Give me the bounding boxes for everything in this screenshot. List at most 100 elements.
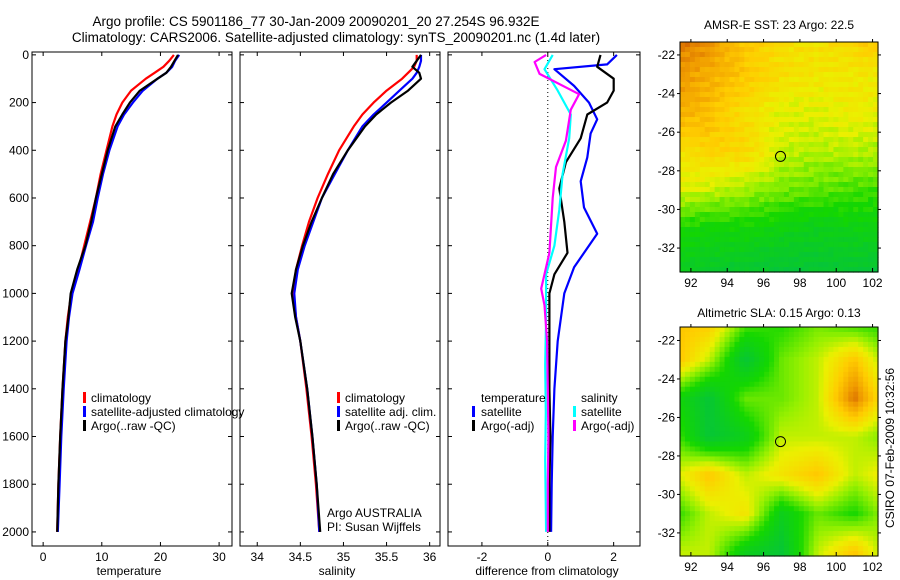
heatmap-cell [744,237,750,243]
heatmap-cell [699,187,706,193]
heatmap-cell [739,127,745,133]
heatmap-cell [848,62,854,68]
heatmap-cell [719,157,726,163]
heatmap-cell [724,486,731,492]
heatmap-cell [818,506,825,512]
heatmap-cell [719,117,726,123]
heatmap-cell [833,481,839,487]
heatmap-cell [719,92,726,98]
heatmap-cell [729,157,736,163]
heatmap-cell [754,531,760,537]
heatmap-cell [684,137,691,143]
heatmap-cell [749,242,755,248]
heatmap-cell [798,476,805,482]
heatmap-cell [704,267,711,273]
heatmap-cell [828,217,835,223]
heatmap-cell [853,391,859,398]
heatmap-cell [798,331,805,338]
heatmap-cell [709,237,716,243]
heatmap-cell [739,456,745,463]
heatmap-cell [719,391,726,398]
heatmap-cell [699,67,706,73]
heatmap-cell [684,42,691,48]
heatmap-cell [754,541,760,547]
heatmap-cell [803,361,810,368]
heatmap-cell [719,187,726,193]
heatmap-cell [714,237,721,243]
heatmap-cell [858,82,864,88]
heatmap-cell [873,52,879,58]
heatmap-cell [769,262,775,268]
heatmap-cell [704,92,711,98]
heatmap-cell [729,142,736,148]
heatmap-cell [873,411,879,418]
heatmap-cell [808,411,815,418]
heatmap-cell [680,157,686,163]
heatmap-cell [788,426,795,433]
heatmap-cell [873,62,879,68]
heatmap-cell [848,147,854,153]
heatmap-cell [858,142,864,148]
heatmap-cell [754,192,760,198]
heatmap-cell [694,217,701,223]
heatmap-cell [719,212,726,218]
heatmap-cell [828,62,835,68]
heatmap-cell [868,242,874,248]
heatmap-cell [868,421,874,428]
heatmap-cell [774,446,780,453]
heatmap-cell [749,481,755,487]
heatmap-cell [823,336,830,343]
heatmap-cell [744,391,750,398]
heatmap-cell [803,441,810,448]
heatmap-cell [823,391,830,398]
heatmap-cell [828,391,835,398]
heatmap-cell [749,336,755,343]
heatmap-cell [694,526,701,532]
heatmap-cell [783,506,790,512]
heatmap-cell [793,177,800,183]
heatmap-cell [873,117,879,123]
x-tick-label: 36 [423,550,437,564]
heatmap-cell [868,371,874,378]
heatmap-cell [764,212,770,218]
heatmap-cell [858,386,864,393]
heatmap-cell [704,87,711,93]
heatmap-cell [848,167,854,173]
heatmap-cell [783,252,790,258]
heatmap-cell [823,501,830,507]
heatmap-cell [858,132,864,138]
heatmap-cell [699,197,706,203]
heatmap-cell [709,451,716,458]
heatmap-cell [764,416,770,423]
heatmap-cell [858,227,864,233]
heatmap-cell [709,267,716,273]
heatmap-cell [764,491,770,497]
heatmap-cell [863,356,869,363]
heatmap-cell [788,441,795,448]
heatmap-cell [779,157,785,163]
heatmap-cell [843,491,849,497]
heatmap-cell [729,72,736,78]
heatmap-cell [798,346,805,353]
heatmap-cell [684,87,691,93]
heatmap-cell [798,381,805,388]
heatmap-cell [793,511,800,517]
heatmap-cell [843,247,849,253]
heatmap-cell [813,511,820,517]
heatmap-cell [803,416,810,423]
y-tick-label: 1800 [2,477,29,491]
heatmap-cell [808,52,815,58]
heatmap-cell [818,182,825,188]
heatmap-cell [798,471,805,477]
difference-panel: -2 0 2 [447,51,641,564]
heatmap-cell [719,551,726,557]
heatmap-cell [808,167,815,173]
heatmap-cell [699,127,706,133]
heatmap-cell [680,451,686,458]
y-tick-label: -30 [658,487,676,501]
heatmap-cell [848,237,854,243]
heatmap-cell [828,117,835,123]
heatmap-cell [843,72,849,78]
heatmap-cell [724,496,731,502]
heatmap-cell [798,157,805,163]
